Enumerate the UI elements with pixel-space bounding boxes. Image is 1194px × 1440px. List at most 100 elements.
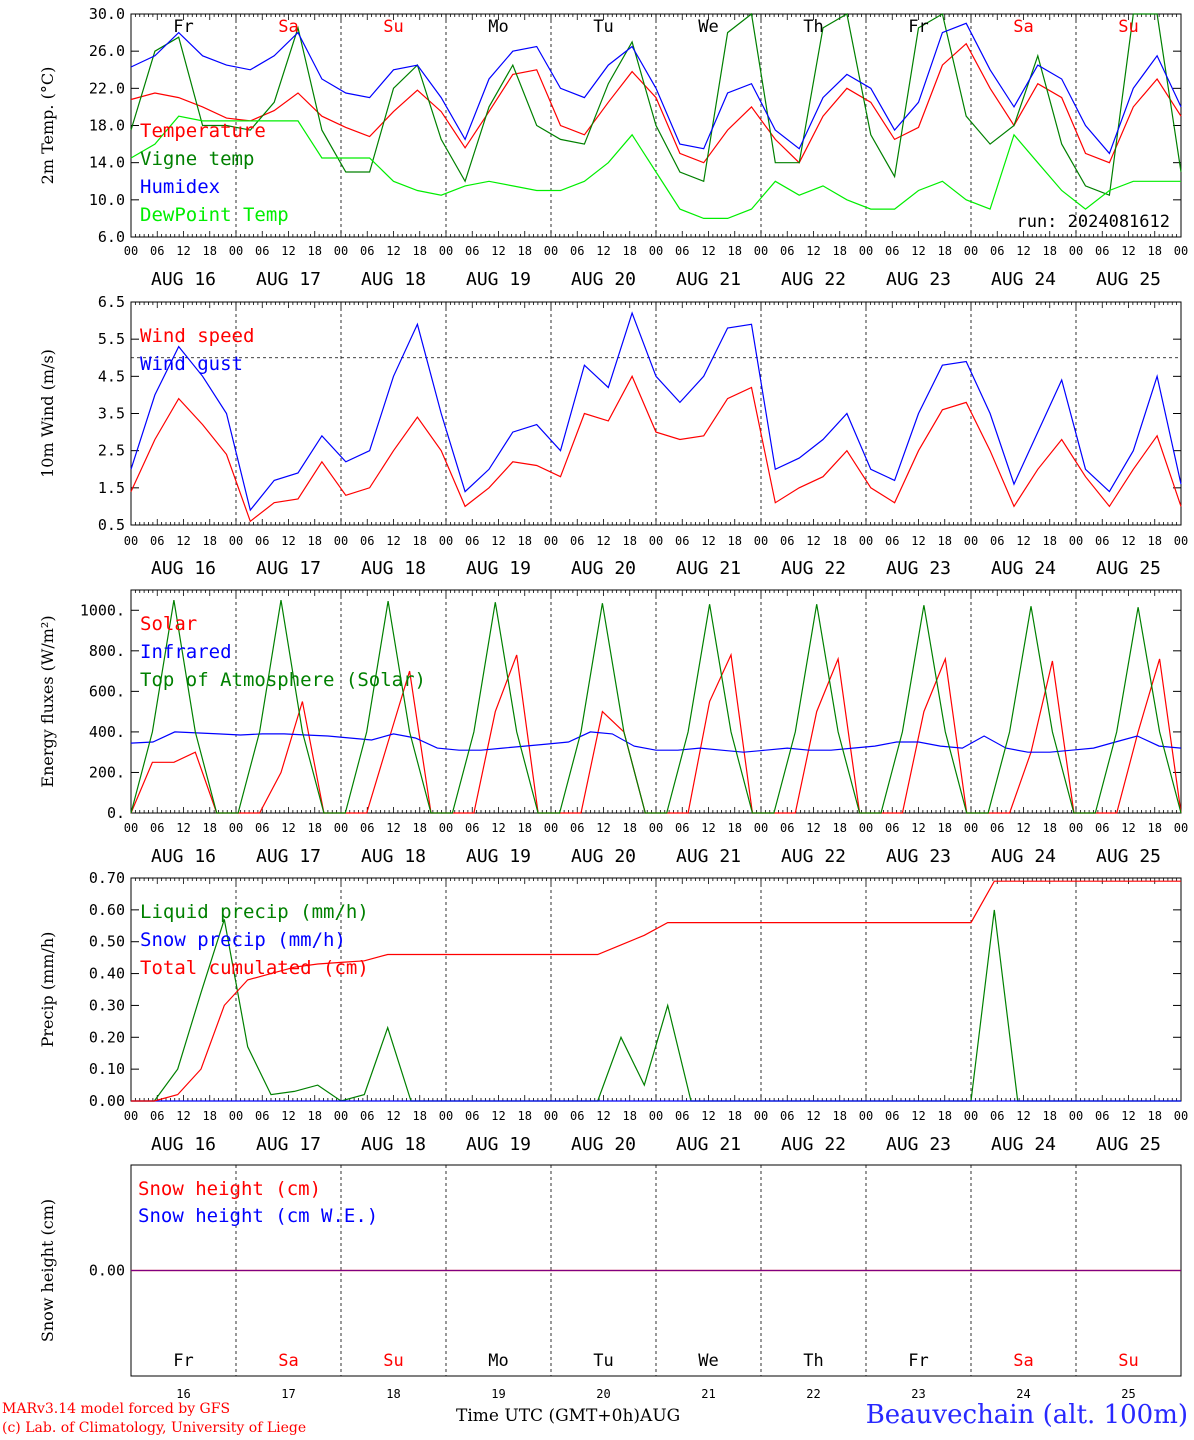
hour-tick-label: 12 bbox=[491, 821, 505, 835]
date-label: AUG 18 bbox=[361, 1134, 426, 1155]
y-tick-label: 6.0 bbox=[98, 228, 125, 246]
hour-tick-label: 06 bbox=[675, 534, 689, 548]
hour-tick-label: 12 bbox=[491, 1109, 505, 1123]
weekday-label: Tu bbox=[593, 17, 613, 37]
hour-tick-label: 06 bbox=[1095, 244, 1109, 258]
series-line-dewpoint-temp bbox=[130, 115, 1181, 219]
y-tick-label: 2.5 bbox=[98, 442, 125, 460]
hour-tick-label: 06 bbox=[570, 821, 584, 835]
hour-tick-label: 18 bbox=[413, 821, 427, 835]
date-label: AUG 24 bbox=[991, 846, 1056, 867]
day-number-label: 22 bbox=[806, 1387, 820, 1400]
hour-tick-label: 18 bbox=[938, 1109, 952, 1123]
hour-tick-label: 18 bbox=[833, 1109, 847, 1123]
weekday-label: Su bbox=[1118, 17, 1138, 37]
month-label: AUG bbox=[640, 1406, 681, 1426]
y-tick-label: 0.10 bbox=[89, 1060, 125, 1078]
hour-tick-label: 00 bbox=[964, 821, 978, 835]
date-label: AUG 16 bbox=[151, 269, 216, 290]
hour-tick-label: 00 bbox=[964, 1109, 978, 1123]
hour-tick-label: 00 bbox=[859, 1109, 873, 1123]
weekday-label: Fr bbox=[908, 1351, 928, 1371]
hour-tick-label: 06 bbox=[255, 534, 269, 548]
hour-tick-label: 06 bbox=[360, 1109, 374, 1123]
hour-tick-label: 12 bbox=[911, 821, 925, 835]
hour-tick-label: 18 bbox=[1043, 1109, 1057, 1123]
hour-tick-label: 06 bbox=[780, 534, 794, 548]
hour-tick-label: 06 bbox=[675, 244, 689, 258]
hour-tick-label: 00 bbox=[544, 244, 558, 258]
hour-tick-label: 00 bbox=[859, 244, 873, 258]
legend-entry: Top of Atmosphere (Solar) bbox=[140, 669, 426, 691]
y-tick-label: 0.5 bbox=[98, 516, 125, 534]
weekday-label: Tu bbox=[593, 1351, 613, 1371]
y-tick-label: 0.20 bbox=[89, 1028, 125, 1046]
hour-tick-label: 00 bbox=[124, 534, 138, 548]
hour-tick-label: 18 bbox=[833, 534, 847, 548]
y-tick-label: 0.50 bbox=[89, 933, 125, 951]
weekday-label: Th bbox=[803, 1351, 823, 1371]
day-number-label: 23 bbox=[911, 1387, 925, 1400]
hour-tick-label: 00 bbox=[1069, 1109, 1083, 1123]
series-line-liquid-precip-mm-h bbox=[131, 909, 1181, 1102]
hour-tick-label: 18 bbox=[518, 534, 532, 548]
hour-tick-label: 00 bbox=[1174, 1109, 1188, 1123]
hour-tick-label: 18 bbox=[308, 534, 322, 548]
hour-tick-label: 00 bbox=[334, 1109, 348, 1123]
date-label: AUG 25 bbox=[1096, 846, 1161, 867]
time-axis-label: Time UTC (GMT+0h)AUG bbox=[456, 1406, 680, 1426]
hour-tick-label: 06 bbox=[360, 244, 374, 258]
y-tick-label: 1.5 bbox=[98, 479, 125, 497]
series-line-wind-gust bbox=[130, 311, 1182, 512]
hour-tick-label: 00 bbox=[124, 1109, 138, 1123]
date-label: AUG 22 bbox=[781, 1134, 846, 1155]
y-tick-label: 22.0 bbox=[89, 79, 125, 97]
hour-tick-label: 06 bbox=[255, 821, 269, 835]
hour-tick-label: 06 bbox=[675, 1109, 689, 1123]
hour-tick-label: 06 bbox=[255, 1109, 269, 1123]
hour-tick-label: 12 bbox=[1121, 244, 1135, 258]
legend-entry: DewPoint Temp bbox=[140, 204, 289, 226]
date-label: AUG 21 bbox=[676, 1134, 741, 1155]
hour-tick-label: 12 bbox=[701, 244, 715, 258]
hour-tick-label: 12 bbox=[386, 244, 400, 258]
hour-tick-label: 06 bbox=[570, 244, 584, 258]
y-tick-label: 0.00 bbox=[89, 1262, 125, 1280]
y-tick-label: 0.40 bbox=[89, 965, 125, 983]
hour-tick-label: 12 bbox=[1016, 244, 1030, 258]
hour-tick-label: 00 bbox=[439, 244, 453, 258]
hour-tick-label: 18 bbox=[308, 821, 322, 835]
date-label: AUG 24 bbox=[991, 269, 1056, 290]
date-label: AUG 20 bbox=[571, 558, 636, 579]
hour-tick-label: 06 bbox=[990, 821, 1004, 835]
day-number-label: 25 bbox=[1121, 1387, 1135, 1400]
date-label: AUG 24 bbox=[991, 1134, 1056, 1155]
model-credit-line: MARv3.14 model forced by GFS bbox=[2, 1401, 231, 1417]
hour-tick-label: 06 bbox=[150, 534, 164, 548]
date-label: AUG 20 bbox=[571, 846, 636, 867]
hour-tick-label: 00 bbox=[964, 534, 978, 548]
hour-tick-label: 06 bbox=[465, 244, 479, 258]
hour-tick-label: 12 bbox=[386, 821, 400, 835]
series-line-infrared bbox=[130, 731, 1182, 753]
day-number-label: 16 bbox=[176, 1387, 190, 1400]
hour-tick-label: 18 bbox=[518, 821, 532, 835]
series-line-wind-speed bbox=[130, 374, 1182, 523]
weekday-label: Fr bbox=[173, 17, 193, 37]
hour-tick-label: 00 bbox=[754, 534, 768, 548]
hour-tick-label: 06 bbox=[1095, 1109, 1109, 1123]
date-label: AUG 20 bbox=[571, 1134, 636, 1155]
legend-entry: Infrared bbox=[140, 641, 232, 663]
hour-tick-label: 18 bbox=[518, 244, 532, 258]
series-line-vigne-temp bbox=[130, 12, 1182, 197]
hour-tick-label: 06 bbox=[885, 244, 899, 258]
hour-tick-label: 12 bbox=[596, 821, 610, 835]
y-tick-label: 200. bbox=[89, 763, 125, 781]
lab-credit-line: (c) Lab. of Climatology, University of L… bbox=[2, 1420, 307, 1436]
hour-tick-label: 12 bbox=[806, 1109, 820, 1123]
hour-tick-label: 12 bbox=[281, 1109, 295, 1123]
date-label: AUG 21 bbox=[676, 269, 741, 290]
series-line-total-cumulated-cm bbox=[131, 880, 1181, 1102]
hour-tick-label: 18 bbox=[308, 244, 322, 258]
hour-tick-label: 18 bbox=[623, 534, 637, 548]
